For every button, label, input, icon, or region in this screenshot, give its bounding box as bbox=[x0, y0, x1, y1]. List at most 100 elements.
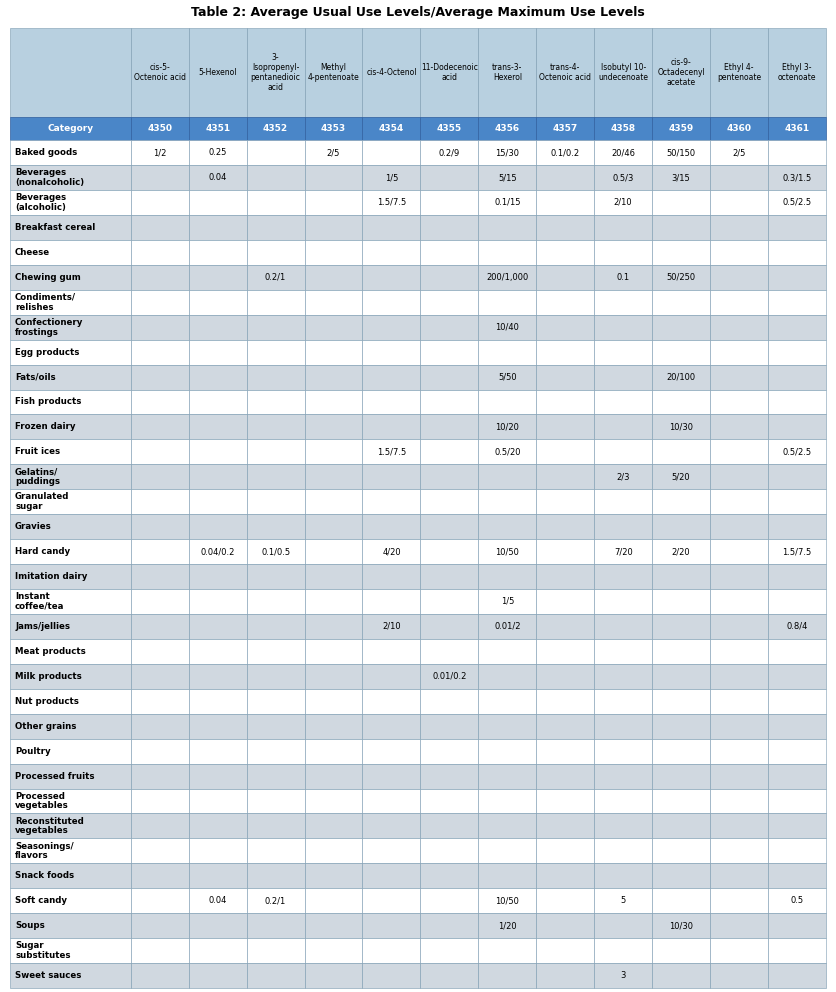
Text: 0.5/20: 0.5/20 bbox=[494, 447, 521, 456]
Bar bbox=[768, 764, 826, 789]
Bar bbox=[536, 215, 594, 240]
Bar bbox=[189, 365, 247, 390]
Text: Confectionery
frostings: Confectionery frostings bbox=[15, 317, 84, 336]
Bar bbox=[247, 339, 304, 365]
Bar bbox=[189, 688, 247, 713]
Bar bbox=[594, 415, 652, 439]
Bar bbox=[304, 639, 363, 664]
Bar bbox=[189, 339, 247, 365]
Bar bbox=[478, 314, 536, 339]
Bar bbox=[478, 539, 536, 564]
Bar bbox=[478, 764, 536, 789]
Bar bbox=[10, 564, 130, 589]
Bar bbox=[10, 938, 130, 963]
Bar bbox=[10, 838, 130, 863]
Bar bbox=[247, 614, 304, 639]
Bar bbox=[594, 514, 652, 539]
Text: 0.5/2.5: 0.5/2.5 bbox=[782, 447, 812, 456]
Bar bbox=[710, 539, 768, 564]
Text: 200/1,000: 200/1,000 bbox=[487, 273, 528, 282]
Bar bbox=[710, 117, 768, 140]
Text: Soft candy: Soft candy bbox=[15, 896, 67, 906]
Bar bbox=[304, 963, 363, 988]
Bar bbox=[652, 117, 710, 140]
Bar bbox=[710, 938, 768, 963]
Text: 0.8/4: 0.8/4 bbox=[787, 622, 808, 631]
Bar bbox=[652, 539, 710, 564]
Bar bbox=[536, 914, 594, 938]
Bar bbox=[536, 963, 594, 988]
Bar bbox=[304, 28, 363, 117]
Bar bbox=[536, 838, 594, 863]
Bar bbox=[652, 464, 710, 489]
Text: 5/50: 5/50 bbox=[498, 373, 517, 382]
Bar bbox=[304, 314, 363, 339]
Bar bbox=[710, 789, 768, 813]
Bar bbox=[478, 215, 536, 240]
Text: 10/50: 10/50 bbox=[496, 548, 519, 557]
Text: 0.1/15: 0.1/15 bbox=[494, 198, 521, 207]
Text: 0.01/2: 0.01/2 bbox=[494, 622, 521, 631]
Bar bbox=[652, 28, 710, 117]
Bar bbox=[363, 564, 421, 589]
Bar bbox=[710, 464, 768, 489]
Text: 1/5: 1/5 bbox=[501, 597, 514, 606]
Bar bbox=[710, 863, 768, 888]
Bar bbox=[189, 240, 247, 265]
Bar bbox=[594, 664, 652, 688]
Bar bbox=[536, 888, 594, 914]
Text: 0.2/1: 0.2/1 bbox=[265, 896, 286, 906]
Bar bbox=[652, 240, 710, 265]
Bar bbox=[536, 140, 594, 165]
Bar bbox=[421, 415, 478, 439]
Bar bbox=[652, 265, 710, 290]
Bar bbox=[10, 390, 130, 415]
Bar bbox=[652, 813, 710, 838]
Bar bbox=[768, 117, 826, 140]
Bar bbox=[10, 365, 130, 390]
Text: 4350: 4350 bbox=[147, 124, 172, 133]
Bar bbox=[189, 838, 247, 863]
Bar bbox=[768, 688, 826, 713]
Bar bbox=[363, 739, 421, 764]
Bar bbox=[130, 140, 189, 165]
Text: Category: Category bbox=[48, 124, 94, 133]
Bar bbox=[536, 464, 594, 489]
Bar bbox=[768, 365, 826, 390]
Bar bbox=[189, 415, 247, 439]
Bar bbox=[10, 914, 130, 938]
Bar bbox=[536, 664, 594, 688]
Bar bbox=[421, 439, 478, 464]
Bar bbox=[304, 713, 363, 739]
Bar bbox=[304, 390, 363, 415]
Bar bbox=[130, 564, 189, 589]
Bar bbox=[710, 838, 768, 863]
Bar bbox=[247, 165, 304, 190]
Bar bbox=[710, 215, 768, 240]
Bar bbox=[594, 888, 652, 914]
Bar bbox=[363, 165, 421, 190]
Bar bbox=[247, 863, 304, 888]
Text: 0.2/9: 0.2/9 bbox=[439, 148, 460, 157]
Text: Other grains: Other grains bbox=[15, 721, 76, 731]
Text: Poultry: Poultry bbox=[15, 747, 51, 756]
Bar bbox=[478, 938, 536, 963]
Bar bbox=[189, 564, 247, 589]
Bar bbox=[130, 539, 189, 564]
Bar bbox=[247, 838, 304, 863]
Bar bbox=[594, 789, 652, 813]
Bar bbox=[130, 713, 189, 739]
Bar bbox=[363, 938, 421, 963]
Bar bbox=[247, 564, 304, 589]
Bar bbox=[478, 265, 536, 290]
Bar bbox=[189, 764, 247, 789]
Bar bbox=[363, 415, 421, 439]
Bar bbox=[363, 713, 421, 739]
Bar bbox=[10, 514, 130, 539]
Bar bbox=[536, 713, 594, 739]
Bar bbox=[10, 764, 130, 789]
Bar bbox=[536, 614, 594, 639]
Bar bbox=[478, 963, 536, 988]
Bar bbox=[363, 888, 421, 914]
Text: Fruit ices: Fruit ices bbox=[15, 447, 60, 456]
